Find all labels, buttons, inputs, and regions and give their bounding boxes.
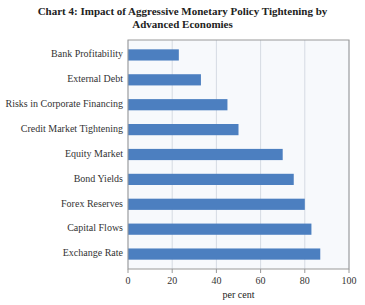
x-tick	[304, 269, 305, 273]
x-tick-label: 80	[300, 275, 310, 286]
x-tick-label: 0	[126, 275, 131, 286]
category-label: Bank Profitability	[51, 48, 123, 59]
bar	[128, 99, 227, 110]
category-label: Equity Market	[65, 148, 123, 159]
category-labels: Exchange Rate Capital Flows Forex Reserves…	[6, 48, 124, 258]
category-label: External Debt	[67, 73, 123, 84]
category-label: Forex Reserves	[61, 198, 123, 209]
x-tick	[128, 269, 129, 273]
category-label: Risks in Corporate Financing	[6, 98, 124, 109]
plot-background	[128, 40, 349, 269]
grid	[128, 40, 349, 269]
bar	[128, 248, 320, 259]
category-label: Bond Yields	[74, 173, 123, 184]
plot-frame	[128, 40, 349, 269]
x-axis-label: per cent	[223, 289, 255, 300]
title: Chart 4: Impact of Aggressive Monetary P…	[38, 5, 328, 30]
chart-svg: Chart 4: Impact of Aggressive Monetary P…	[0, 0, 365, 305]
x-tick	[172, 269, 173, 273]
x-tick-label: 20	[167, 275, 177, 286]
category-label: Capital Flows	[67, 222, 123, 233]
bar	[128, 224, 311, 235]
bar	[128, 124, 239, 135]
x-tick-label: 40	[211, 275, 221, 286]
title-line: Advanced Economies	[132, 18, 233, 30]
x-tick-label: 60	[256, 275, 266, 286]
bar	[128, 199, 305, 210]
category-label: Exchange Rate	[63, 247, 124, 258]
category-label: Credit Market Tightening	[21, 123, 123, 134]
bar	[128, 174, 294, 185]
bar	[128, 49, 179, 60]
x-tick-label: 100	[342, 275, 357, 286]
bars	[128, 49, 320, 259]
bar	[128, 74, 201, 85]
bar	[128, 149, 283, 160]
title-line: Chart 4: Impact of Aggressive Monetary P…	[38, 5, 328, 17]
x-axis: 0 20 40 60 80 100	[126, 269, 357, 286]
chart-container: Chart 4: Impact of Aggressive Monetary P…	[0, 0, 365, 305]
x-tick	[216, 269, 217, 273]
x-tick	[260, 269, 261, 273]
x-tick	[349, 269, 350, 273]
